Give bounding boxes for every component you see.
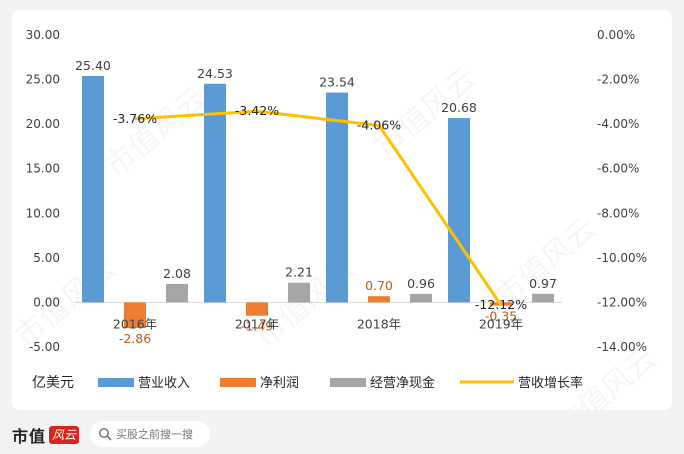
y-unit-label: 亿美元 xyxy=(32,375,74,391)
x-category-label: 2016年 xyxy=(113,316,157,331)
legend-swatch xyxy=(98,378,134,387)
legend-label: 经营净现金 xyxy=(370,375,435,391)
bar-data-label: -2.86 xyxy=(119,331,151,346)
y-left-tick-label: 10.00 xyxy=(26,206,60,220)
bar-data-label: 2.08 xyxy=(163,266,191,281)
y-right-tick-label: -14.00% xyxy=(597,340,647,354)
bar-营业收入-2019年[interactable] xyxy=(448,118,470,303)
bar-净利润-2018年[interactable] xyxy=(368,296,390,303)
chart-card: 市值风云市值风云市值风云市值风云市值风云市值风云30.0025.0020.001… xyxy=(12,10,672,410)
y-left-tick-label: 5.00 xyxy=(33,251,60,265)
y-right-tick-label: -8.00% xyxy=(597,206,639,220)
y-right-tick-label: -10.00% xyxy=(597,251,647,265)
line-data-label: -12.12% xyxy=(475,297,527,312)
bar-经营净现金-2019年[interactable] xyxy=(532,293,554,303)
y-right-tick-label: -2.00% xyxy=(597,73,639,87)
bar-净利润-2017年[interactable] xyxy=(246,302,268,316)
legend-swatch xyxy=(220,378,256,387)
line-data-label: -3.42% xyxy=(235,103,279,118)
line-营收增长率[interactable] xyxy=(134,109,503,306)
brand-badge: 风云 xyxy=(49,426,80,444)
line-data-label: -3.76% xyxy=(113,111,157,126)
search-placeholder: 买股之前搜一搜 xyxy=(116,428,193,441)
y-right-tick-label: -4.00% xyxy=(597,117,639,131)
x-category-label: 2019年 xyxy=(479,316,523,331)
y-left-tick-label: 25.00 xyxy=(26,73,60,87)
bar-data-label: 24.53 xyxy=(197,66,233,81)
bar-经营净现金-2018年[interactable] xyxy=(410,293,432,303)
y-left-tick-label: 30.00 xyxy=(26,28,60,42)
bar-data-label: 0.96 xyxy=(407,276,435,291)
y-left-tick-label: 15.00 xyxy=(26,162,60,176)
x-category-label: 2018年 xyxy=(357,316,401,331)
y-right-tick-label: -12.00% xyxy=(597,295,647,309)
bar-data-label: 0.70 xyxy=(365,278,393,293)
watermark-text: 市值风云 xyxy=(99,81,213,185)
bar-经营净现金-2016年[interactable] xyxy=(166,283,188,303)
bar-data-label: 20.68 xyxy=(441,100,477,115)
bar-data-label: -1.49 xyxy=(241,319,273,334)
y-left-tick-label: 20.00 xyxy=(26,117,60,131)
bar-data-label: -0.35 xyxy=(485,309,517,324)
chart: 市值风云市值风云市值风云市值风云市值风云市值风云30.0025.0020.001… xyxy=(12,28,663,410)
bar-data-label: 23.54 xyxy=(319,75,355,90)
legend-label: 净利润 xyxy=(260,376,299,391)
line-data-label: -4.06% xyxy=(357,117,401,132)
y-right-tick-label: 0.00% xyxy=(597,28,635,42)
legend-label: 营收增长率 xyxy=(518,375,583,391)
legend-label: 营业收入 xyxy=(138,376,190,391)
y-left-tick-label: 0.00 xyxy=(33,295,60,309)
brand-name: 市值 xyxy=(12,427,47,446)
bar-营业收入-2017年[interactable] xyxy=(204,83,226,303)
legend-swatch xyxy=(330,378,366,387)
y-left-tick-label: -5.00 xyxy=(29,340,60,354)
bar-营业收入-2016年[interactable] xyxy=(82,76,104,303)
bar-经营净现金-2017年[interactable] xyxy=(288,282,310,303)
y-right-tick-label: -6.00% xyxy=(597,162,639,176)
bar-data-label: 0.97 xyxy=(529,276,557,291)
bar-净利润-2016年[interactable] xyxy=(124,302,146,328)
brand-logo[interactable]: 市值 风云 xyxy=(12,422,80,448)
bar-data-label: 25.40 xyxy=(75,58,111,73)
footer-bar: 市值 风云 买股之前搜一搜 xyxy=(0,416,684,454)
x-category-label: 2017年 xyxy=(235,316,279,331)
search-box[interactable]: 买股之前搜一搜 xyxy=(90,421,210,447)
bar-data-label: 2.21 xyxy=(285,265,313,280)
search-icon xyxy=(99,428,112,441)
bar-营业收入-2018年[interactable] xyxy=(326,92,348,303)
